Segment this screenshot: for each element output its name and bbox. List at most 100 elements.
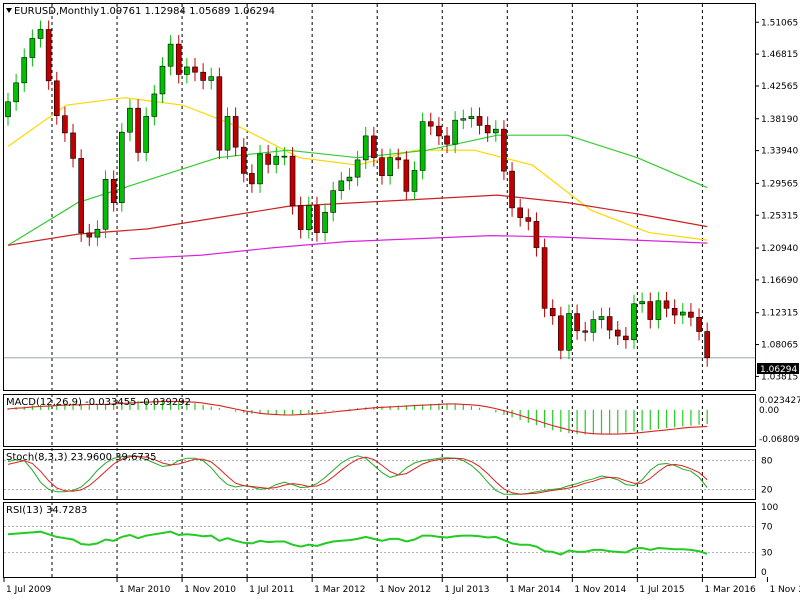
candle-body — [346, 176, 353, 182]
candle-body — [679, 311, 686, 316]
price-tick-label: 1.33940 — [761, 147, 798, 157]
candle-body — [216, 76, 223, 151]
time-tick-label: 1 Nov 2014 — [574, 585, 626, 595]
candle-body — [501, 128, 507, 172]
candle-body — [338, 180, 345, 191]
current-price-text: 1.06294 — [760, 365, 797, 375]
price-tick-label: 1.51065 — [761, 18, 798, 28]
macd-tick-label: 0.023427 — [759, 396, 800, 406]
candle-body — [395, 157, 402, 161]
candle-body — [29, 38, 36, 58]
time-tick-label: 1 Mar 2010 — [119, 585, 171, 595]
rsi-panel — [3, 502, 756, 578]
candle-body — [119, 131, 125, 203]
candle-body — [102, 179, 109, 230]
candle-body — [322, 212, 328, 233]
candle-body — [574, 313, 580, 332]
candlesticks — [5, 20, 710, 367]
candle-body — [289, 155, 296, 206]
candle-body — [78, 158, 84, 234]
candle-body — [265, 153, 271, 165]
candle-body — [411, 170, 418, 192]
macd-tick-label: -0.068091 — [759, 435, 800, 445]
candle-body — [639, 301, 645, 305]
rsi-tick-label: 30 — [761, 549, 773, 559]
symbol-label: EURUSD,Monthly — [14, 6, 99, 17]
candle-body — [379, 157, 385, 176]
candle-body — [582, 330, 589, 333]
time-tick-label: 1 Nov 2012 — [379, 585, 431, 595]
time-tick-label: 1 Mar 2012 — [314, 585, 365, 595]
stoch-signal-line — [7, 455, 708, 495]
price-tick-label: 1.20940 — [761, 244, 798, 254]
price-tick-label: 1.03815 — [761, 372, 798, 382]
candle-body — [704, 331, 710, 359]
candle-body — [330, 190, 337, 213]
rsi-plot — [4, 526, 755, 556]
candle-body — [314, 205, 320, 233]
macd-plot — [7, 400, 708, 435]
moving-average-line — [129, 234, 708, 260]
price-tick-label: 1.12315 — [761, 309, 798, 319]
time-tick-label: 1 Mar 2016 — [704, 585, 756, 595]
candle-body — [558, 315, 564, 351]
candle-body — [549, 308, 556, 317]
price-tick-label: 1.25315 — [761, 211, 798, 221]
price-tick-label: 1.38190 — [761, 115, 798, 125]
candle-body — [623, 335, 629, 341]
candle-body — [631, 303, 637, 341]
time-tick-label: 1 Nov 2010 — [184, 585, 236, 595]
candle-body — [427, 121, 434, 127]
rsi-tick-label: 0 — [761, 568, 767, 578]
time-tick-label: 1 Nov 2016 — [769, 585, 800, 595]
candle-body — [143, 116, 150, 153]
candle-body — [94, 228, 101, 238]
candle-body — [566, 313, 572, 351]
candle-body — [5, 101, 11, 118]
price-tick-label: 1.29565 — [761, 179, 798, 189]
macd-label: MACD(12,26,9) -0.033455 -0.039292 — [6, 397, 191, 408]
candle-body — [281, 155, 288, 158]
candle-body — [167, 43, 174, 67]
macd-signal-line — [7, 400, 708, 435]
candle-body — [362, 135, 369, 161]
candle-body — [127, 107, 133, 133]
candle-body — [436, 125, 442, 137]
rsi-label: RSI(13) 34.7283 — [6, 505, 87, 516]
time-tick-label: 1 Jul 2011 — [249, 585, 294, 595]
candle-body — [240, 146, 247, 174]
candle-body — [208, 76, 215, 81]
rsi-line — [7, 530, 708, 556]
stoch-main-line — [7, 455, 708, 495]
candle-body — [444, 135, 450, 145]
candle-body — [62, 115, 68, 134]
candle-body — [257, 153, 263, 185]
candle-body — [484, 125, 491, 134]
candle-body — [509, 170, 515, 209]
rsi-axis: 100 70 30 0 — [761, 503, 778, 578]
candle-body — [419, 121, 426, 171]
candle-body — [151, 93, 158, 117]
price-tick-label: 1.16690 — [761, 276, 798, 286]
candle-body — [460, 118, 467, 121]
time-tick-label: 1 Jul 2009 — [6, 585, 51, 595]
candle-body — [476, 116, 483, 126]
candle-body — [232, 116, 239, 148]
price-tick-label: 1.42565 — [761, 82, 798, 92]
candle-body — [192, 66, 198, 73]
dropdown-triangle-icon[interactable] — [6, 8, 12, 13]
candle-body — [224, 116, 231, 151]
time-tick-label: 1 Jul 2013 — [444, 585, 489, 595]
candle-body — [533, 221, 540, 248]
candle-body — [525, 217, 532, 222]
candle-body — [175, 43, 182, 75]
candle-body — [200, 71, 206, 81]
stoch-tick-label: 80 — [761, 457, 773, 467]
candle-body — [647, 301, 654, 320]
stoch-panel — [3, 449, 756, 500]
stoch-tick-label: 20 — [761, 485, 773, 495]
candle-body — [354, 159, 361, 178]
price-panel — [3, 3, 756, 391]
price-tick-label: 1.46815 — [761, 50, 798, 60]
